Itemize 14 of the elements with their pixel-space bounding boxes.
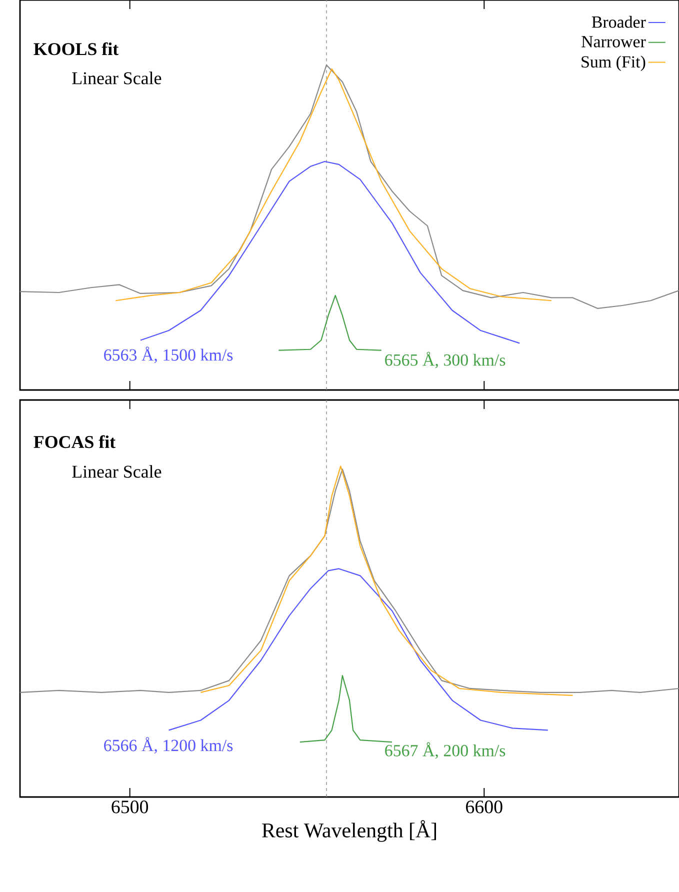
legend-label: Narrower [582, 36, 646, 48]
annotation: Linear Scale [72, 72, 162, 84]
annotation: 6565 Å, 300 km/s [385, 352, 506, 368]
annotation: 6567 Å, 200 km/s [385, 742, 506, 759]
annotation: Linear Scale [72, 465, 162, 478]
legend-label: Broader [592, 16, 646, 28]
annotation: 6566 Å, 1200 km/s [104, 737, 233, 754]
x-tick-label: 6500 [112, 800, 148, 814]
legend-label: Sum (Fit) [582, 56, 646, 72]
annotation: 6563 Å, 1500 km/s [104, 346, 233, 364]
x-axis-title: Rest Wavelength [Å] [262, 820, 436, 842]
text: KOOLS fit [34, 42, 119, 56]
text: FOCAS fit [34, 435, 116, 448]
x-tick-label: 6600 [466, 800, 502, 814]
